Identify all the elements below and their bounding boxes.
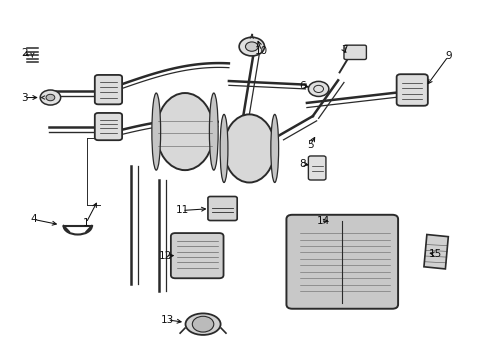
Text: 9: 9 [444,51,451,61]
Circle shape [239,37,264,56]
Text: 4: 4 [30,215,37,224]
Ellipse shape [156,93,213,170]
Text: 6: 6 [299,81,305,91]
Text: 3: 3 [21,93,27,103]
Text: 12: 12 [159,251,172,261]
Ellipse shape [224,114,274,183]
FancyBboxPatch shape [95,75,122,104]
Text: 13: 13 [161,315,174,325]
FancyBboxPatch shape [343,45,366,59]
Circle shape [192,316,213,332]
Polygon shape [423,234,447,269]
Circle shape [46,94,55,101]
Ellipse shape [270,114,278,183]
Circle shape [40,90,61,105]
Text: 5: 5 [306,140,313,150]
Text: 8: 8 [299,159,305,169]
Ellipse shape [185,314,220,335]
Text: 7: 7 [341,45,347,55]
FancyBboxPatch shape [308,156,325,180]
Ellipse shape [152,93,160,170]
Circle shape [308,81,328,96]
FancyBboxPatch shape [95,113,122,140]
Text: 1: 1 [82,218,89,228]
Ellipse shape [209,93,218,170]
Text: 2: 2 [21,48,27,58]
Text: 11: 11 [175,206,188,216]
Text: 15: 15 [428,249,441,259]
FancyBboxPatch shape [286,215,397,309]
FancyBboxPatch shape [207,197,237,221]
FancyBboxPatch shape [396,74,427,106]
Text: 14: 14 [316,216,329,226]
Ellipse shape [220,114,227,183]
Circle shape [245,42,258,51]
Text: 10: 10 [254,46,267,56]
FancyBboxPatch shape [170,233,223,278]
